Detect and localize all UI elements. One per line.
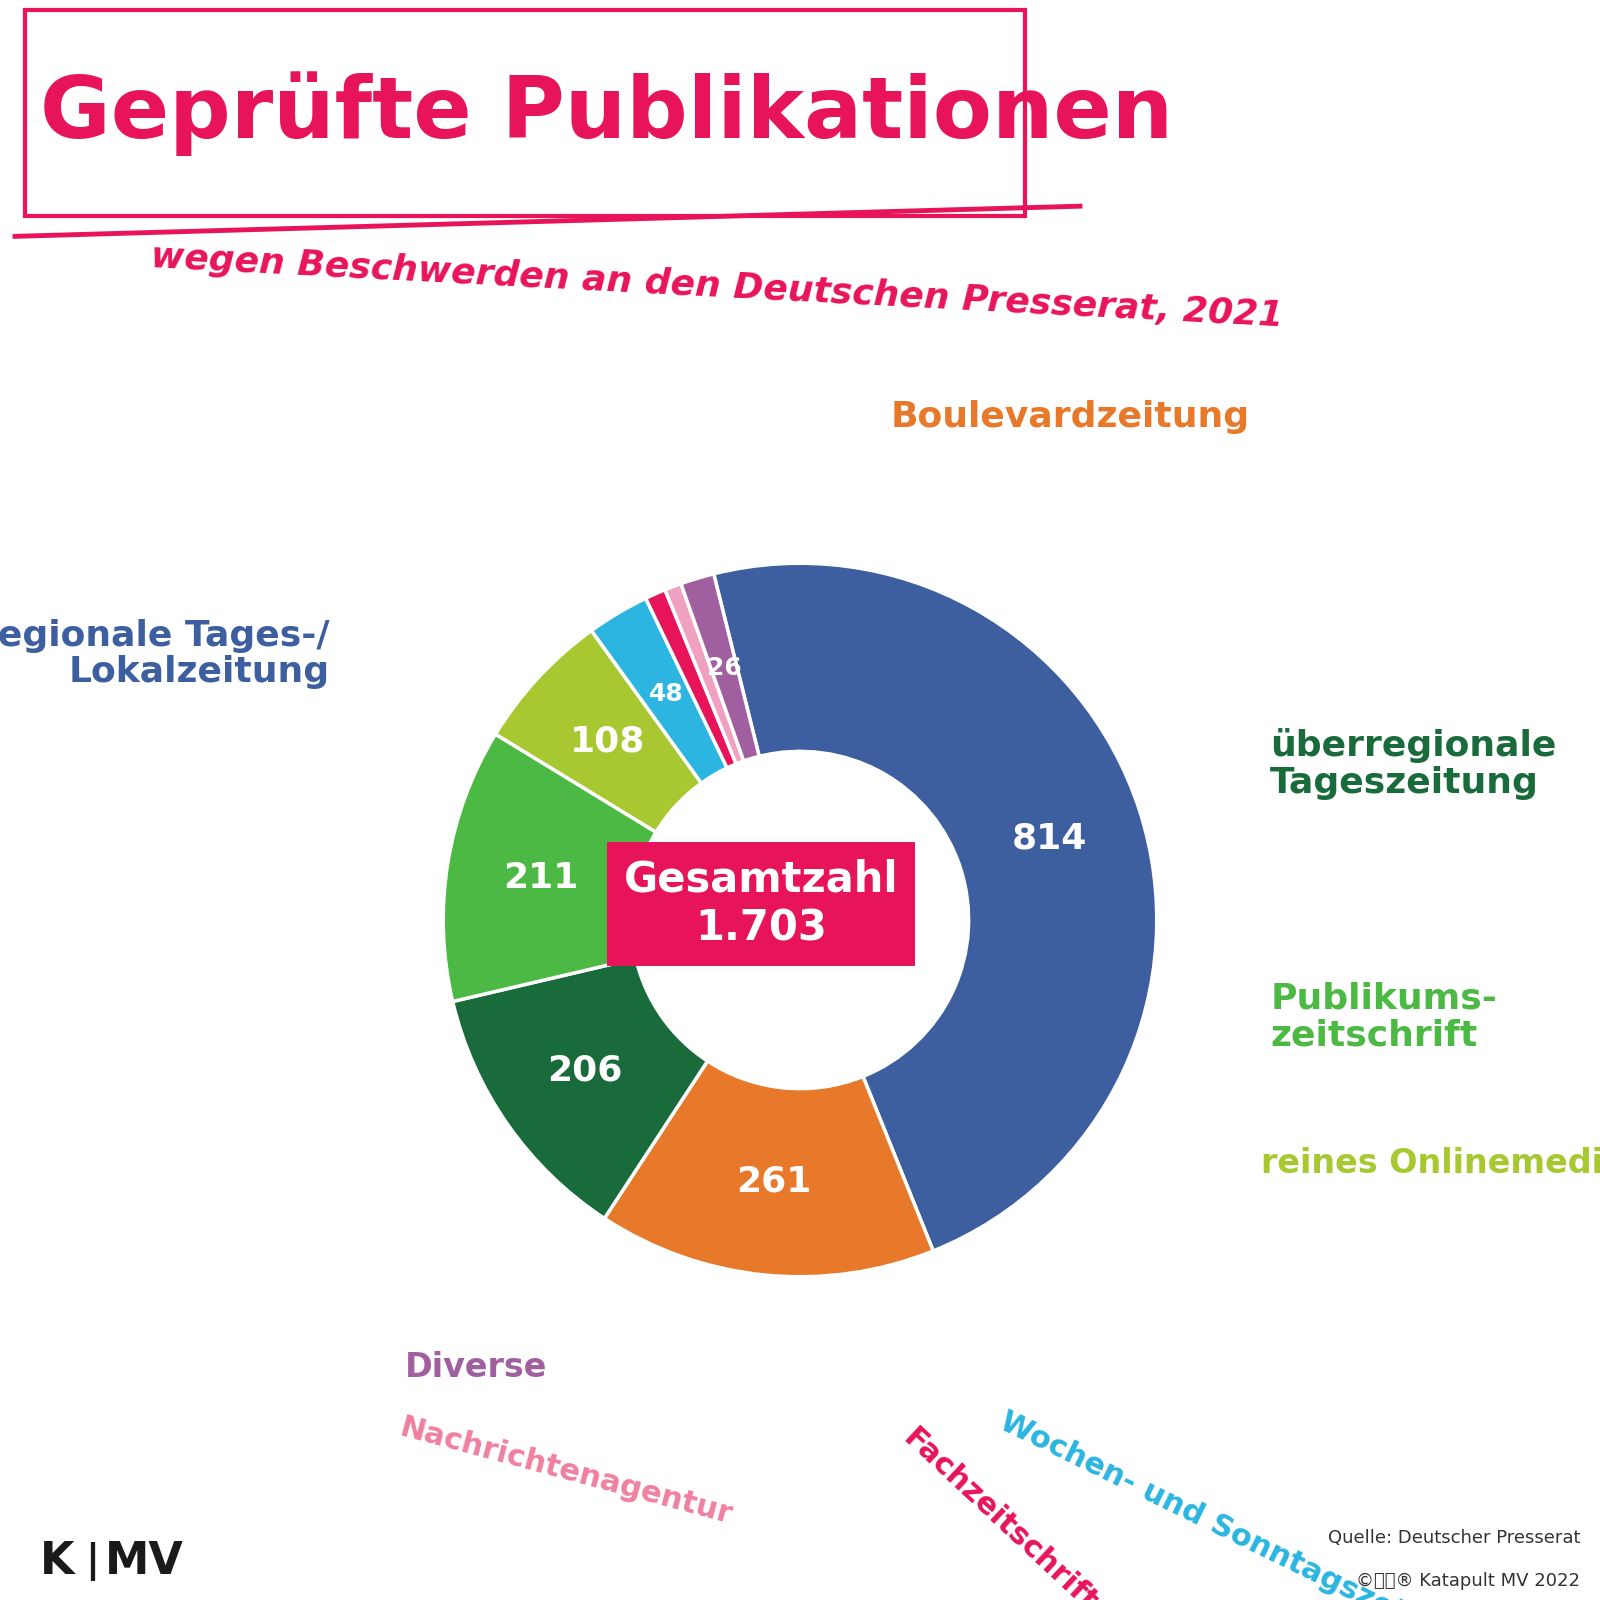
Wedge shape <box>443 734 656 1002</box>
Text: Geprüfte Publikationen: Geprüfte Publikationen <box>40 70 1173 155</box>
Text: Wochen- und Sonntagszeitung: Wochen- und Sonntagszeitung <box>995 1406 1478 1600</box>
Wedge shape <box>666 584 744 763</box>
Wedge shape <box>646 590 736 768</box>
Text: |: | <box>85 1542 99 1581</box>
Text: Diverse: Diverse <box>405 1350 547 1384</box>
Text: reines Onlinemedium: reines Onlinemedium <box>1261 1147 1600 1179</box>
Wedge shape <box>496 630 701 832</box>
Wedge shape <box>592 598 726 782</box>
Text: 108: 108 <box>570 725 645 758</box>
Text: Publikums-
zeitschrift: Publikums- zeitschrift <box>1270 982 1498 1053</box>
Text: 211: 211 <box>502 861 578 896</box>
FancyBboxPatch shape <box>26 10 1026 216</box>
Text: überregionale
Tageszeitung: überregionale Tageszeitung <box>1270 728 1557 800</box>
Circle shape <box>632 752 968 1088</box>
Text: 206: 206 <box>547 1054 622 1088</box>
Wedge shape <box>453 958 707 1218</box>
Text: 814: 814 <box>1013 822 1088 856</box>
Text: 26: 26 <box>707 656 742 680</box>
Text: Fachzeitschrift: Fachzeitschrift <box>898 1422 1102 1600</box>
Wedge shape <box>605 1061 933 1277</box>
Wedge shape <box>682 574 760 762</box>
Text: Quelle: Deutscher Presserat: Quelle: Deutscher Presserat <box>1328 1528 1581 1547</box>
Text: Gesamtzahl
1.703: Gesamtzahl 1.703 <box>624 859 898 949</box>
Text: ©ⓘⓈ® Katapult MV 2022: ©ⓘⓈ® Katapult MV 2022 <box>1357 1571 1581 1590</box>
Text: 48: 48 <box>648 682 683 706</box>
Wedge shape <box>714 563 1157 1251</box>
Text: K: K <box>40 1541 75 1582</box>
Text: Nachrichtenagentur: Nachrichtenagentur <box>397 1413 734 1530</box>
Text: Regionale Tages-/
Lokalzeitung: Regionale Tages-/ Lokalzeitung <box>0 619 330 690</box>
Text: MV: MV <box>106 1541 184 1582</box>
Text: Boulevardzeitung: Boulevardzeitung <box>891 400 1250 434</box>
Text: wegen Beschwerden an den Deutschen Presserat, 2021: wegen Beschwerden an den Deutschen Press… <box>150 240 1285 333</box>
Text: 261: 261 <box>736 1165 811 1198</box>
